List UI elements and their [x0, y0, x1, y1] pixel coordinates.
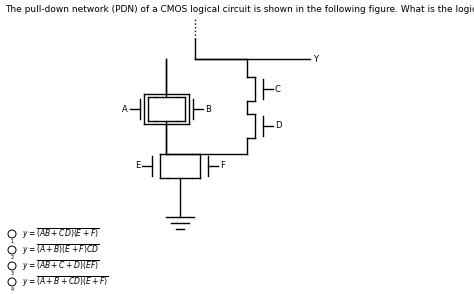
Text: E: E [135, 161, 140, 171]
Text: F: F [220, 161, 225, 171]
Text: Y: Y [313, 54, 318, 64]
Text: D: D [275, 121, 282, 131]
Text: C: C [275, 84, 281, 93]
Text: B: B [205, 104, 211, 113]
Text: The pull-down network (PDN) of a CMOS logical circuit is shown in the following : The pull-down network (PDN) of a CMOS lo… [5, 5, 474, 14]
Text: 1: 1 [10, 239, 14, 244]
Text: $y = \overline{(AB + C + D)(EF)}$: $y = \overline{(AB + C + D)(EF)}$ [22, 258, 100, 273]
Text: A: A [122, 104, 128, 113]
Text: $y = \overline{(A + B)(E + F)CD}$: $y = \overline{(A + B)(E + F)CD}$ [22, 243, 100, 258]
Text: $y = \overline{(A + B + CD)(E + F)}$: $y = \overline{(A + B + CD)(E + F)}$ [22, 275, 109, 290]
Text: 2: 2 [10, 255, 14, 260]
Text: 3: 3 [10, 271, 14, 276]
Text: 4: 4 [10, 287, 14, 292]
Text: $y = \overline{(AB + CD)(E + F)}$: $y = \overline{(AB + CD)(E + F)}$ [22, 227, 100, 241]
